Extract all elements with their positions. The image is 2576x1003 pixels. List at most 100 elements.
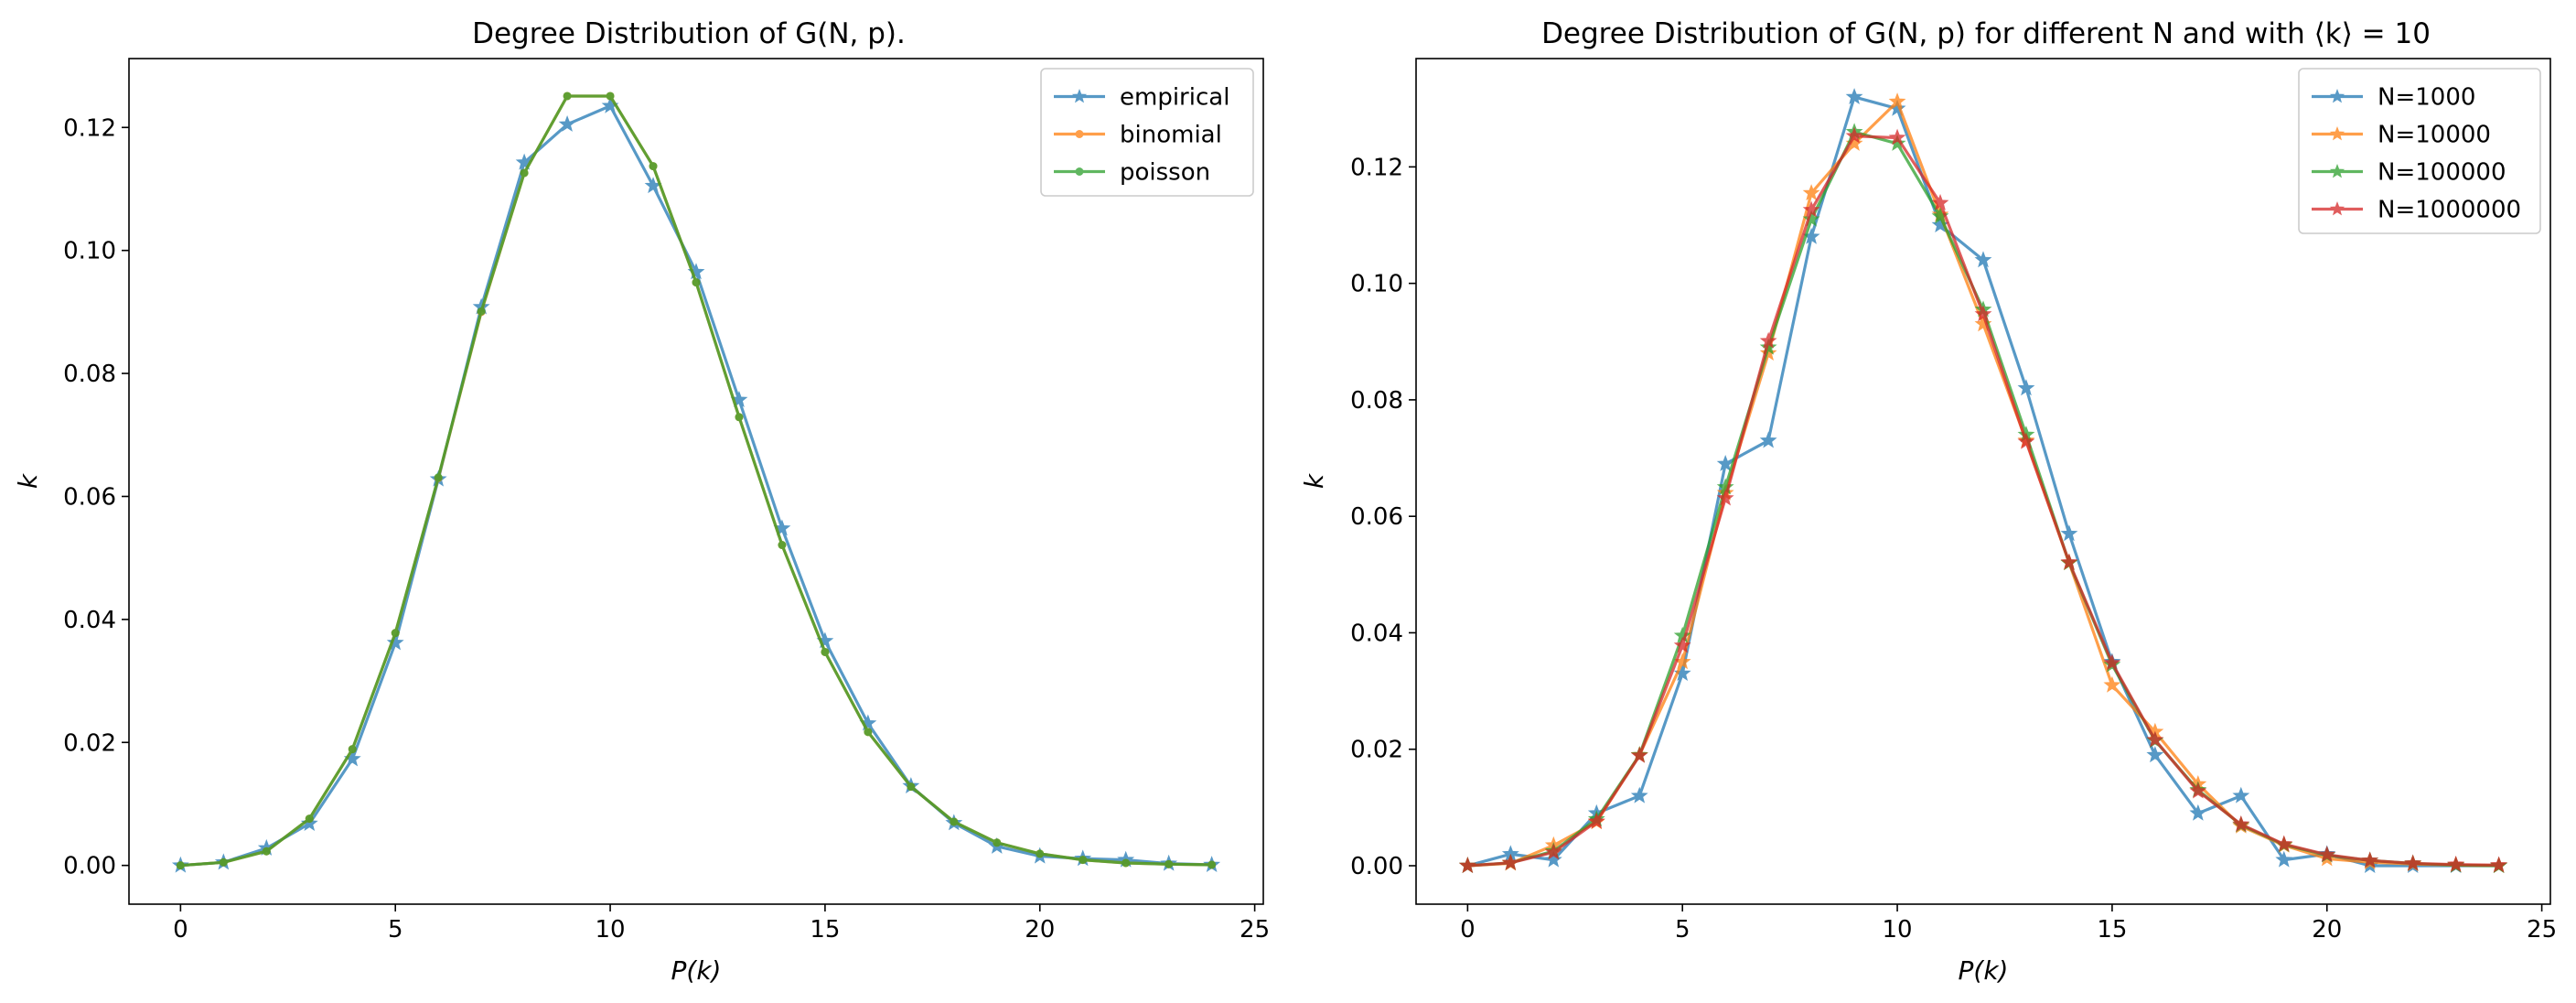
data-point [993, 838, 1002, 847]
right-series-n-1000000 [1458, 126, 2508, 874]
left-x-axis-label: P(k) [671, 955, 722, 986]
left-plot-frame [128, 58, 1264, 905]
data-point [1458, 857, 1476, 874]
data-point [692, 278, 701, 287]
data-point [606, 92, 615, 101]
legend-item: binomial [1054, 122, 1222, 149]
right-x-tick-label: 15 [2097, 916, 2127, 944]
right-x-axis-label: P(k) [1959, 955, 2009, 986]
legend-item: empirical [1054, 84, 1229, 112]
data-point [477, 307, 486, 316]
data-point [2017, 379, 2035, 396]
data-point [2189, 782, 2207, 799]
right-y-tick-label: 0.02 [1350, 737, 1403, 764]
data-point [1501, 853, 1519, 870]
data-point [2146, 730, 2164, 748]
data-point [219, 857, 228, 867]
data-point [2103, 653, 2121, 671]
data-point [520, 168, 529, 178]
legend-marker [1071, 89, 1088, 103]
legend-item: N=10000 [2312, 122, 2491, 149]
legend-marker [2329, 164, 2345, 178]
left-legend: empirical binomial poisson [1040, 68, 1254, 197]
data-point [1759, 338, 1777, 355]
legend-label: poisson [1120, 159, 1210, 187]
data-point [2103, 675, 2121, 693]
legend-label: N=1000000 [2377, 197, 2521, 224]
left-y-tick-label: 0.02 [63, 729, 116, 757]
right-y-tick-label: 0.06 [1350, 503, 1403, 531]
right-x-tick-label: 25 [2527, 916, 2557, 944]
legend-marker [2329, 126, 2345, 141]
left-x-tick-label: 5 [388, 916, 403, 944]
right-y-tick-label: 0.04 [1350, 620, 1403, 647]
left-x-tick-label: 25 [1240, 916, 1270, 944]
legend-box [2298, 68, 2541, 234]
right-x-tick-label: 5 [1675, 916, 1690, 944]
data-point [1759, 431, 1777, 448]
left-x-tick-label: 0 [173, 916, 188, 944]
right-y-tick-label: 0.12 [1350, 154, 1403, 181]
data-point [1974, 251, 1992, 268]
left-x-tick-label: 10 [596, 916, 626, 944]
data-point [2318, 845, 2336, 862]
left-chart-title: Degree Distribution of G(N, p). [472, 17, 906, 50]
data-point [1630, 746, 1648, 763]
data-point [821, 647, 830, 656]
data-point [1208, 860, 1217, 869]
data-point [2490, 856, 2508, 873]
right-x-tick-label: 0 [1460, 916, 1476, 944]
data-point [176, 861, 185, 870]
left-series-poisson [176, 92, 1217, 870]
left-y-tick-label: 0.12 [63, 114, 116, 142]
right-x-tick-label: 20 [2312, 916, 2342, 944]
data-point [1888, 92, 1906, 110]
data-point [864, 728, 873, 737]
left-x-tick-label: 15 [810, 916, 840, 944]
data-point [2404, 854, 2422, 871]
data-point [1036, 849, 1045, 858]
right-plot-frame [1415, 58, 2551, 905]
data-point [305, 814, 314, 824]
legend-item: N=1000 [2312, 84, 2475, 112]
legend-item: N=1000000 [2312, 197, 2521, 224]
data-point [1802, 184, 1820, 201]
legend-box [1040, 68, 1254, 197]
right-chart-title: Degree Distribution of G(N, p) for diffe… [1541, 17, 2431, 50]
left-chart: Degree Distribution of G(N, p). 0 5 10 15 20… [13, 17, 1270, 986]
data-point [1122, 858, 1131, 868]
data-point [649, 162, 658, 171]
data-point [2060, 553, 2078, 570]
data-point [1759, 331, 1777, 349]
data-point [1544, 843, 1562, 860]
legend-item: N=100000 [2312, 159, 2506, 187]
data-point [1931, 193, 1949, 210]
data-point [1587, 812, 1605, 829]
data-point [2060, 524, 2078, 542]
data-point [778, 541, 787, 550]
data-point [2146, 746, 2164, 763]
right-y-tick-label: 0.00 [1350, 853, 1403, 880]
data-point [1845, 88, 1863, 105]
data-point [1544, 850, 1562, 868]
left-y-tick-label: 0.00 [63, 853, 116, 880]
data-point [1716, 454, 1734, 471]
legend-marker [1075, 167, 1084, 176]
data-point [563, 92, 572, 101]
data-point [2275, 835, 2293, 852]
data-point [1888, 128, 1906, 146]
data-point [1802, 200, 1820, 218]
data-point [1802, 210, 1820, 227]
data-point [262, 847, 271, 856]
legend-label: binomial [1120, 122, 1222, 149]
legend-label: N=1000 [2377, 84, 2475, 112]
data-point [391, 629, 400, 638]
data-point [1079, 856, 1088, 865]
right-legend: N=1000 N=10000 N=100000 N=1000000 [2298, 68, 2541, 234]
right-y-axis-label: k [1299, 472, 1329, 489]
left-y-tick-label: 0.08 [63, 361, 116, 388]
right-y-tick-label: 0.08 [1350, 387, 1403, 415]
data-point [2447, 855, 2465, 872]
data-point [2017, 432, 2035, 449]
